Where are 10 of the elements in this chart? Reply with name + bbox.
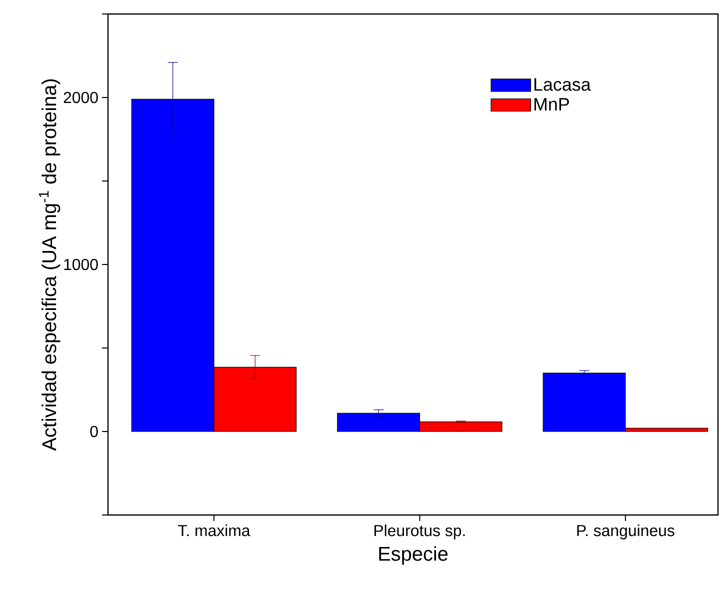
x-tick-label: Pleurotus sp. [374,524,465,540]
legend-label: Lacasa [534,78,591,91]
legend-label: MnP [534,98,569,110]
y-tick-label: 0 [90,426,98,438]
x-tick-label: P. sanguineus [577,524,674,540]
y-axis-title: Actividad especifica (UA mg$^{-1}$ de proteina) [38,79,60,451]
y-tick-label: 2000 [64,92,98,104]
x-tick-label: T. maxima [178,524,250,536]
y-tick-label: 1000 [64,258,98,270]
x-axis-title: Especie [379,546,448,565]
